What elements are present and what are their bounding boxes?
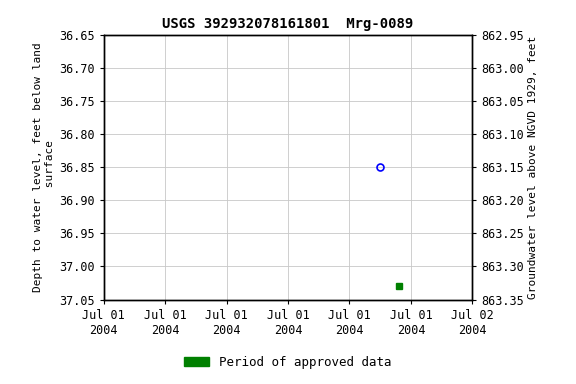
Y-axis label: Groundwater level above NGVD 1929, feet: Groundwater level above NGVD 1929, feet bbox=[528, 35, 538, 299]
Y-axis label: Depth to water level, feet below land
 surface: Depth to water level, feet below land su… bbox=[33, 42, 55, 292]
Title: USGS 392932078161801  Mrg-0089: USGS 392932078161801 Mrg-0089 bbox=[162, 17, 414, 31]
Legend: Period of approved data: Period of approved data bbox=[179, 351, 397, 374]
